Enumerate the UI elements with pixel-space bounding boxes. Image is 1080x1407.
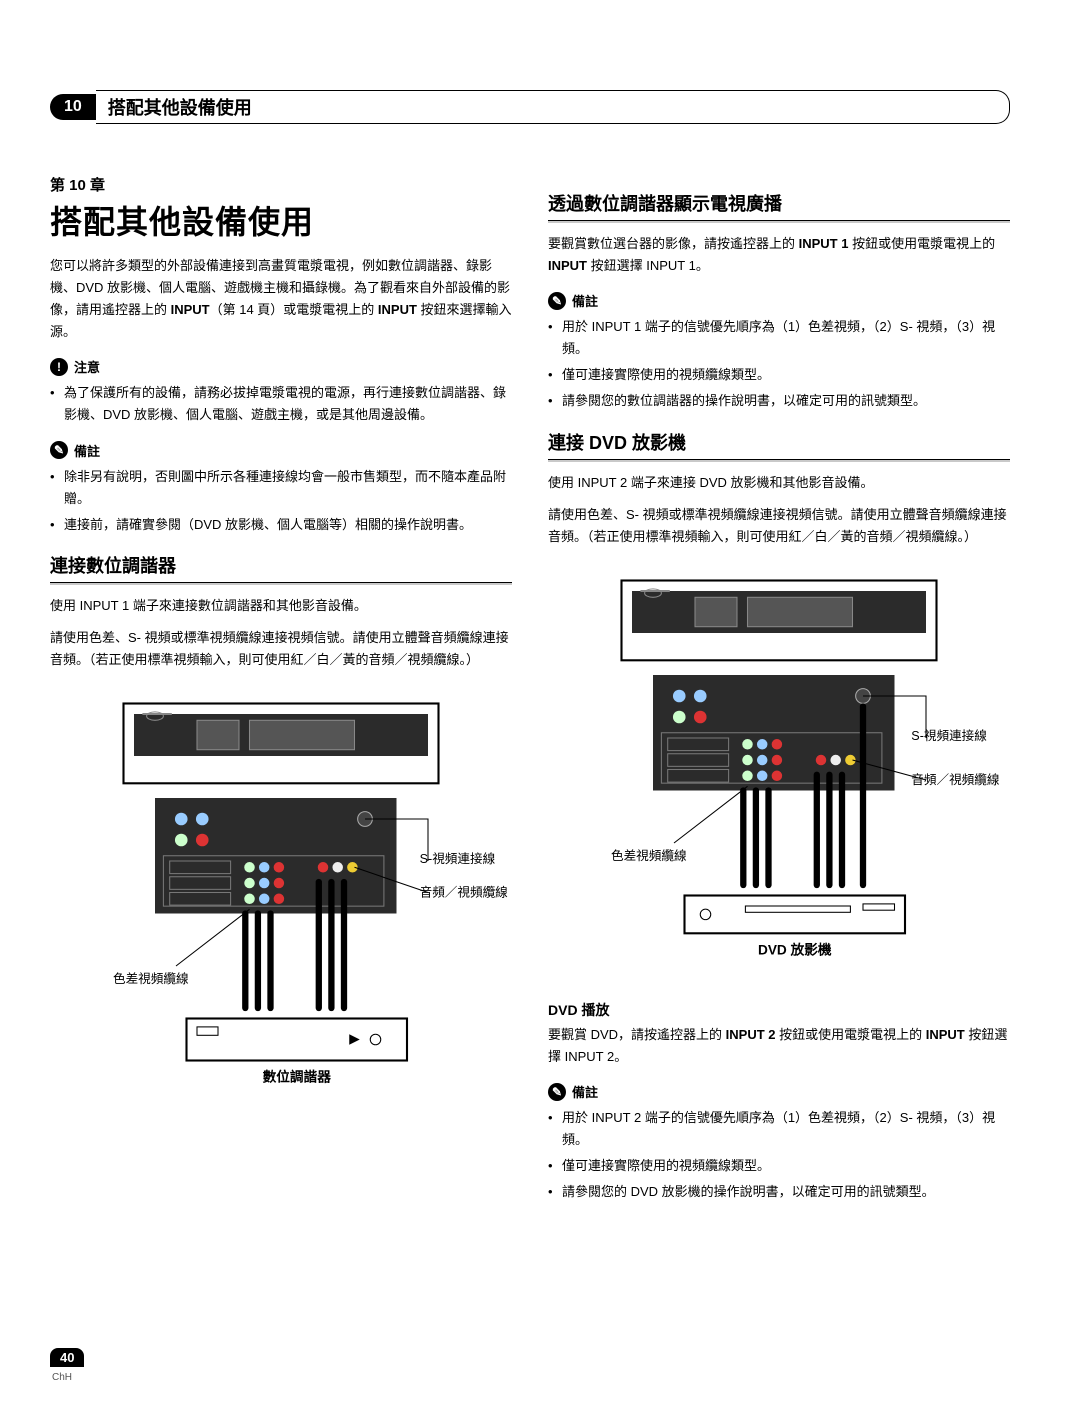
section2-text-1: 要觀賞數位選台器的影像，請按遙控器上的 xyxy=(548,236,799,251)
section2-p1: 要觀賞數位選台器的影像，請按遙控器上的 INPUT 1 按鈕或使用電漿電視上的 … xyxy=(548,233,1010,277)
section1-p2: 請使用色差、S- 視頻或標準視頻纜線連接視頻信號。請使用立體聲音頻纜線連接音頻。… xyxy=(50,627,512,671)
note3-item-2: 僅可連接實際使用的視頻纜線類型。 xyxy=(548,1155,1010,1177)
diagram2-component-label: 色差視頻纜線 xyxy=(611,848,687,863)
sub-input: INPUT xyxy=(926,1027,965,1042)
section2-rule xyxy=(548,220,1010,223)
diagram-dvd: PDP-427XG（後面） xyxy=(548,570,1010,969)
note2-list: 用於 INPUT 1 端子的信號優先順序為（1）色差視頻，（2）S- 視頻，（3… xyxy=(548,316,1010,412)
sub-text-2: 按鈕或使用電漿電視上的 xyxy=(776,1027,926,1042)
caution-callout: ! 注意 xyxy=(50,357,512,376)
note2-item-2: 僅可連接實際使用的視頻纜線類型。 xyxy=(548,364,1010,386)
section2-text-2: 按鈕或使用電漿電視上的 xyxy=(848,236,995,251)
chapter-title-top: 搭配其他設備使用 xyxy=(96,90,1010,124)
diagram2-av-label: 音頻／視頻纜線 xyxy=(911,772,1000,787)
section3-p1: 使用 INPUT 2 端子來連接 DVD 放影機和其他影音設備。 xyxy=(548,472,1010,494)
note1-callout: ✎ 備註 xyxy=(50,441,512,460)
note3-list: 用於 INPUT 2 端子的信號優先順序為（1）色差視頻，（2）S- 視頻，（3… xyxy=(548,1107,1010,1203)
intro-text-2: （第 14 頁）或電漿電視上的 xyxy=(210,302,378,317)
dvd-play-heading: DVD 播放 xyxy=(548,1000,1010,1020)
sub-input2: INPUT 2 xyxy=(726,1027,776,1042)
top-header: 10 搭配其他設備使用 xyxy=(50,90,1010,124)
note-icon: ✎ xyxy=(50,441,68,459)
diagram2-svideo-label: S-視頻連接線 xyxy=(911,728,987,743)
note3-item-1: 用於 INPUT 2 端子的信號優先順序為（1）色差視頻，（2）S- 視頻，（3… xyxy=(548,1107,1010,1151)
caution-label: 注意 xyxy=(74,357,100,376)
diagram1-svideo-label: S-視頻連接線 xyxy=(420,851,496,866)
note-icon: ✎ xyxy=(548,292,566,310)
diagram2-tv-label: PDP-427XG（後面） xyxy=(719,639,839,653)
intro-paragraph: 您可以將許多類型的外部設備連接到高畫質電漿電視，例如數位調諧器、錄影機、DVD … xyxy=(50,255,512,343)
diagram1-device-label: 數位調諧器 xyxy=(263,1069,332,1085)
section1-p1: 使用 INPUT 1 端子來連接數位調諧器和其他影音設備。 xyxy=(50,595,512,617)
lang-code: ChH xyxy=(52,1372,72,1383)
chapter-label: 第 10 章 xyxy=(50,174,512,195)
left-column: 第 10 章 搭配其他設備使用 您可以將許多類型的外部設備連接到高畫質電漿電視，… xyxy=(50,174,512,1217)
section1-rule xyxy=(50,582,512,585)
dvd-play-p1: 要觀賞 DVD，請按遙控器上的 INPUT 2 按鈕或使用電漿電視上的 INPU… xyxy=(548,1024,1010,1068)
diagram1-tv-label: PDP-427XG（後面） xyxy=(221,762,341,776)
main-title: 搭配其他設備使用 xyxy=(50,197,512,243)
note3-item-3: 請參閱您的 DVD 放影機的操作說明書，以確定可用的訊號類型。 xyxy=(548,1181,1010,1203)
note2-callout: ✎ 備註 xyxy=(548,291,1010,310)
diagram2-device-label: DVD 放影機 xyxy=(758,941,832,957)
section1-heading: 連接數位調諧器 xyxy=(50,552,512,578)
note3-callout: ✎ 備註 xyxy=(548,1082,1010,1101)
diagram-tuner: PDP-427XG（後面） xyxy=(50,693,512,1092)
chapter-number-badge: 10 xyxy=(50,94,96,120)
section3-rule xyxy=(548,459,1010,462)
note1-list: 除非另有說明，否則圖中所示各種連接線均會一般市售類型，而不隨本產品附贈。 連接前… xyxy=(50,466,512,536)
section2-input1: INPUT 1 xyxy=(799,236,849,251)
diagram1-component-label: 色差視頻纜線 xyxy=(113,971,189,986)
section2-heading: 透過數位調諧器顯示電視廣播 xyxy=(548,190,1010,216)
right-column: 透過數位調諧器顯示電視廣播 要觀賞數位選台器的影像，請按遙控器上的 INPUT … xyxy=(548,174,1010,1217)
caution-list: 為了保護所有的設備，請務必拔掉電漿電視的電源，再行連接數位調諧器、錄影機、DVD… xyxy=(50,382,512,426)
note-icon: ✎ xyxy=(548,1083,566,1101)
note1-item-1: 除非另有說明，否則圖中所示各種連接線均會一般市售類型，而不隨本產品附贈。 xyxy=(50,466,512,510)
note3-label: 備註 xyxy=(572,1082,598,1101)
diagram1-av-label-1: 音頻／視頻纜線 xyxy=(420,885,509,900)
note2-label: 備註 xyxy=(572,291,598,310)
note2-item-3: 請參閱您的數位調諧器的操作說明書，以確定可用的訊號類型。 xyxy=(548,390,1010,412)
section3-heading: 連接 DVD 放影機 xyxy=(548,429,1010,455)
section3-p2: 請使用色差、S- 視頻或標準視頻纜線連接視頻信號。請使用立體聲音頻纜線連接音頻。… xyxy=(548,504,1010,548)
section2-input: INPUT xyxy=(548,258,587,273)
section2-text-3: 按鈕選擇 INPUT 1。 xyxy=(587,258,709,273)
note2-item-1: 用於 INPUT 1 端子的信號優先順序為（1）色差視頻，（2）S- 視頻，（3… xyxy=(548,316,1010,360)
intro-input-2: INPUT xyxy=(378,302,417,317)
note1-label: 備註 xyxy=(74,441,100,460)
caution-icon: ! xyxy=(50,358,68,376)
sub-text-1: 要觀賞 DVD，請按遙控器上的 xyxy=(548,1027,726,1042)
intro-input-1: INPUT xyxy=(171,302,210,317)
note1-item-2: 連接前，請確實參閱（DVD 放影機、個人電腦等）相關的操作說明書。 xyxy=(50,514,512,536)
caution-item: 為了保護所有的設備，請務必拔掉電漿電視的電源，再行連接數位調諧器、錄影機、DVD… xyxy=(50,382,512,426)
page-number: 40 xyxy=(50,1348,84,1367)
